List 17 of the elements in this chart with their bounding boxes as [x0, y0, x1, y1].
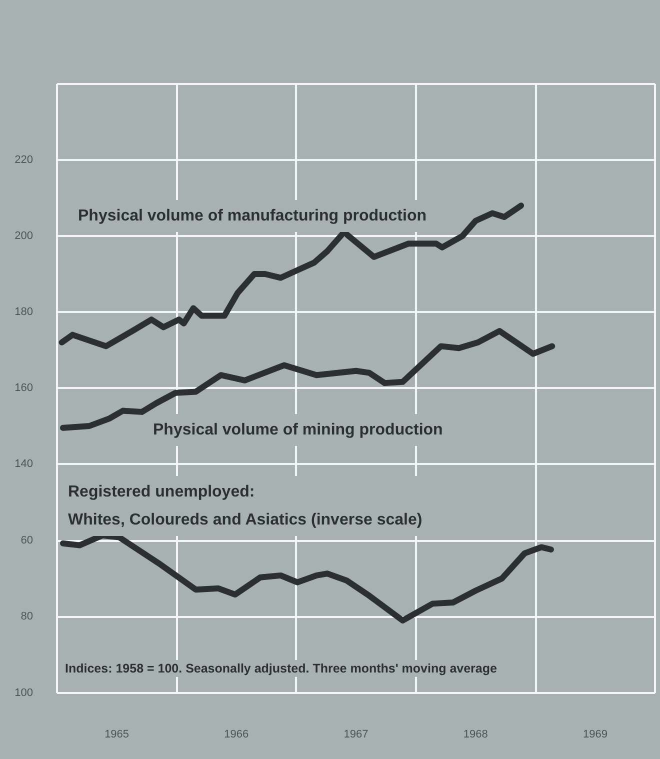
series-label: Registered unemployed: Whites, Coloureds and Asiatics (inverse scale) — [68, 484, 422, 528]
y-tick-label: 80 — [20, 610, 33, 623]
y-tick-label: 180 — [14, 306, 33, 318]
y-tick-label: 60 — [20, 534, 33, 546]
x-tick-label: 1969 — [582, 728, 608, 740]
annotation: Indices: 1958 = 100. Seasonally adjusted. Three months' moving average — [65, 662, 498, 676]
x-tick-label: 1967 — [344, 728, 368, 740]
x-tick-label: 1966 — [224, 728, 249, 740]
series-label: Physical volume of manufacturing production — [78, 208, 426, 224]
y-tick-label: 220 — [14, 154, 33, 166]
y-tick-label: 140 — [14, 458, 33, 470]
x-tick-label: 1968 — [463, 728, 488, 740]
y-tick-label: 100 — [14, 687, 33, 699]
x-tick-label: 1965 — [104, 728, 130, 740]
y-tick-label: 200 — [14, 230, 33, 242]
series-label: Physical volume of mining production — [153, 422, 443, 438]
y-tick-label: 160 — [14, 382, 33, 394]
